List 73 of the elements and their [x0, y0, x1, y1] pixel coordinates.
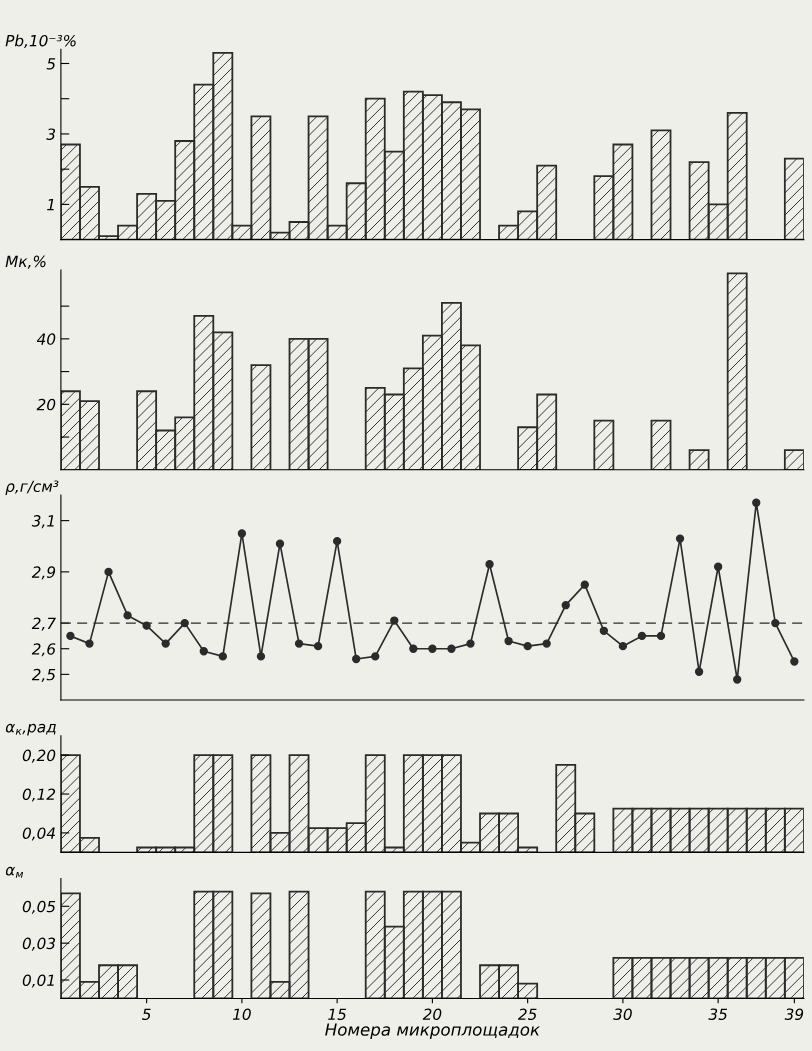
point [294, 639, 304, 648]
point [218, 652, 227, 661]
point [656, 631, 666, 641]
bar [783, 157, 804, 240]
point [752, 498, 761, 507]
y-tick-label: 40 [36, 333, 56, 345]
x-tick-label: 30 [613, 1008, 632, 1020]
y-tick-label: 20 [36, 398, 56, 411]
x-tick-label: 20 [422, 1008, 442, 1020]
x-axis-title: Номера микроплощадок [325, 1023, 540, 1040]
x-tick-label: 35 [708, 1008, 728, 1020]
point [790, 657, 799, 666]
point [85, 639, 94, 648]
x-tick-label: 39 [784, 1008, 804, 1020]
point [352, 654, 361, 664]
point [713, 562, 723, 571]
point [66, 631, 75, 641]
x-tick-label: 25 [517, 1008, 537, 1020]
point [161, 639, 170, 648]
x-tick-label: 15 [328, 1008, 347, 1020]
point [485, 560, 494, 569]
bar [650, 419, 672, 470]
bar [726, 272, 748, 470]
bar [650, 129, 672, 240]
point [428, 644, 437, 653]
y-tick-label: 0,01 [22, 974, 54, 988]
point [637, 631, 647, 641]
y-axis-title: α$_{м}$ [5, 866, 24, 878]
point [447, 644, 456, 653]
point [733, 675, 742, 684]
y-tick-label: 3 [46, 128, 56, 140]
y-axis-title: α$_{к}$,рад [5, 723, 56, 736]
point [504, 636, 513, 646]
point [580, 580, 589, 589]
y-axis-title: Мк,% [5, 255, 46, 269]
point [694, 667, 704, 676]
point [542, 639, 551, 648]
point [561, 601, 570, 610]
point [237, 529, 247, 538]
y-tick-label: 2,5 [31, 668, 56, 682]
y-tick-label: 0,20 [22, 749, 56, 763]
y-tick-label: 0,05 [22, 900, 56, 914]
bar [688, 449, 710, 470]
y-tick-label: 2,6 [31, 643, 56, 657]
point [599, 626, 609, 635]
bar [783, 449, 804, 470]
point [409, 644, 418, 653]
y-tick-label: 3,1 [31, 515, 54, 529]
point [618, 642, 628, 651]
point [123, 611, 132, 620]
point [199, 647, 208, 656]
y-tick-label: 0,04 [22, 827, 55, 841]
y-axis-title: Pb,10⁻³% [5, 34, 76, 48]
y-tick-label: 1 [47, 199, 54, 211]
point [104, 567, 113, 577]
point [523, 642, 532, 651]
bar [250, 364, 272, 470]
point [275, 539, 285, 548]
point [332, 536, 342, 546]
point [466, 639, 475, 648]
bar [593, 419, 615, 470]
point [675, 534, 685, 543]
x-tick-label: 10 [232, 1008, 251, 1020]
y-tick-label: 5 [46, 58, 56, 70]
y-tick-label: 0,12 [22, 788, 56, 802]
y-axis-title: ρ,г/см³ [5, 480, 59, 496]
point [256, 652, 266, 661]
y-tick-label: 0,03 [22, 937, 56, 951]
y-tick-label: 2,9 [31, 566, 56, 580]
y-tick-label: 2,7 [31, 617, 56, 631]
point [313, 642, 323, 651]
point [371, 652, 380, 661]
x-tick-label: 5 [142, 1008, 151, 1020]
